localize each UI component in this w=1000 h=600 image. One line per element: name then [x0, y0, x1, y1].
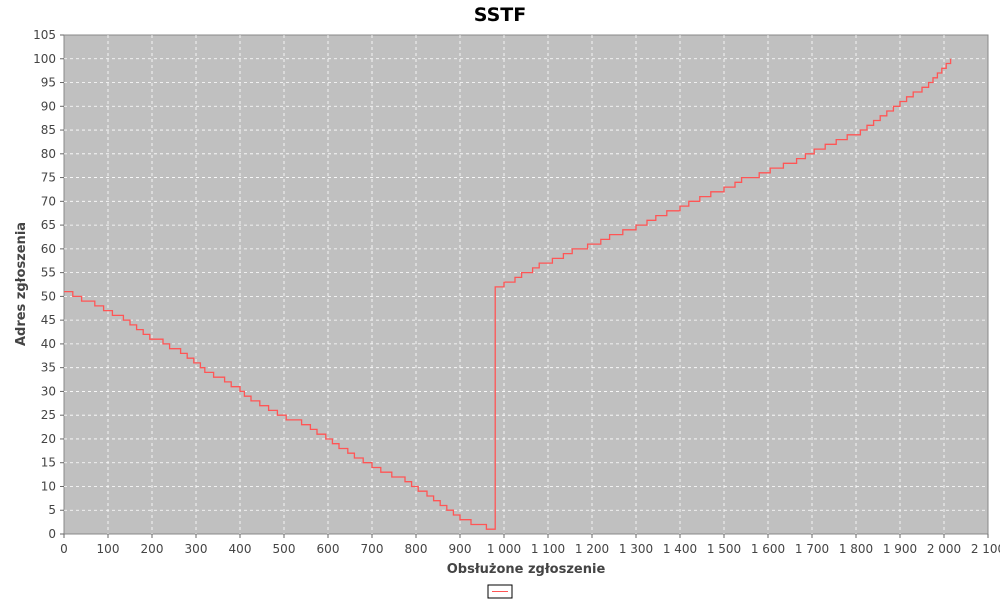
y-tick-label: 40 [41, 337, 56, 351]
x-tick-label: 800 [405, 542, 428, 556]
legend [487, 584, 513, 599]
y-tick-label: 5 [48, 503, 56, 517]
y-tick-label: 30 [41, 384, 56, 398]
y-axis-label: Adres zgłoszenia [14, 222, 29, 346]
y-tick-label: 50 [41, 289, 56, 303]
series-line [64, 58, 952, 530]
x-tick-label: 0 [60, 542, 68, 556]
plot-area [63, 34, 989, 535]
x-tick-label: 900 [449, 542, 472, 556]
y-tick-label: 70 [41, 194, 56, 208]
x-tick-label: 1 200 [575, 542, 609, 556]
x-tick-label: 300 [185, 542, 208, 556]
x-tick-label: 500 [273, 542, 296, 556]
x-tick-label: 2 100 [971, 542, 1000, 556]
x-tick-label: 1 800 [839, 542, 873, 556]
chart-title: SSTF [474, 4, 526, 26]
x-tick-label: 700 [361, 542, 384, 556]
x-tick-label: 1 000 [487, 542, 521, 556]
y-tick-label: 35 [41, 361, 56, 375]
y-tick-label: 15 [41, 456, 56, 470]
y-tick-label: 0 [48, 527, 56, 541]
y-tick-label: 55 [41, 266, 56, 280]
y-tick-label: 10 [41, 479, 56, 493]
y-tick-label: 60 [41, 242, 56, 256]
y-tick-label: 85 [41, 123, 56, 137]
y-tick-label: 105 [33, 28, 56, 42]
x-tick-label: 1 300 [619, 542, 653, 556]
x-tick-label: 1 500 [707, 542, 741, 556]
y-tick-label: 90 [41, 99, 56, 113]
y-tick-label: 80 [41, 147, 56, 161]
x-tick-label: 1 100 [531, 542, 565, 556]
y-tick-label: 65 [41, 218, 56, 232]
y-tick-label: 100 [33, 52, 56, 66]
y-tick-label: 45 [41, 313, 56, 327]
x-tick-label: 2 000 [927, 542, 961, 556]
series-layer [64, 58, 952, 530]
x-tick-label: 200 [141, 542, 164, 556]
y-tick-label: 25 [41, 408, 56, 422]
x-tick-label: 1 400 [663, 542, 697, 556]
y-tick-label: 20 [41, 432, 56, 446]
x-tick-label: 1 900 [883, 542, 917, 556]
x-tick-label: 400 [229, 542, 252, 556]
x-tick-label: 1 600 [751, 542, 785, 556]
y-tick-label: 95 [41, 76, 56, 90]
y-axis: 0 5 10 15 20 25 30 35 40 45 50 55 60 65 70 75 80 85 90 95 10… [33, 28, 64, 541]
x-tick-label: 1 700 [795, 542, 829, 556]
y-tick-label: 75 [41, 171, 56, 185]
x-tick-label: 100 [97, 542, 120, 556]
x-tick-label: 600 [317, 542, 340, 556]
x-axis: 0 100 200 300 400 500 600 700 800 900 1 000 1 100 1 … [60, 534, 1000, 556]
x-axis-label: Obsłużone zgłoszenie [447, 562, 606, 577]
